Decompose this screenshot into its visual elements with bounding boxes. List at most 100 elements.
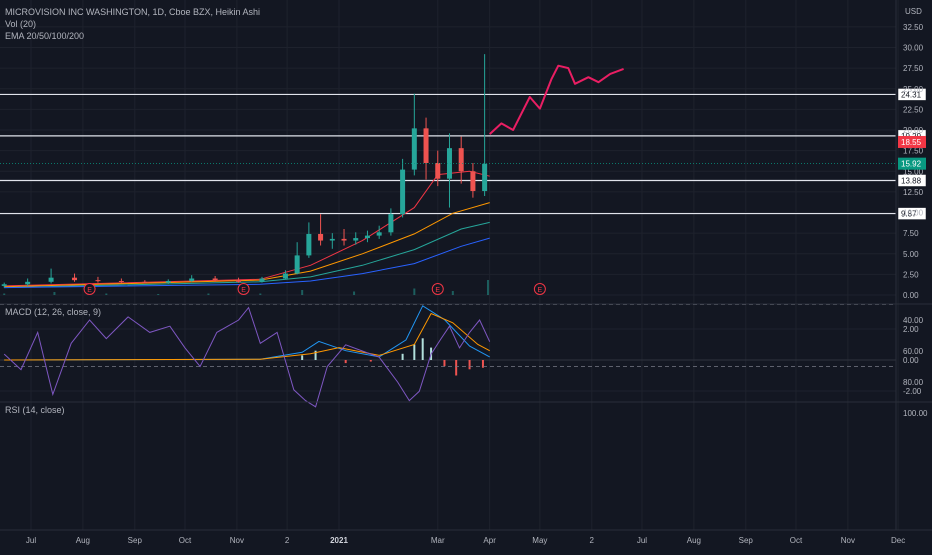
volume-bar [451, 291, 454, 295]
ema-legend[interactable]: EMA 20/50/100/200 [5, 31, 84, 41]
candle-body[interactable] [341, 238, 347, 241]
level-label-box [897, 207, 927, 220]
time-tick-label: Dec [891, 536, 905, 545]
candle-body[interactable] [142, 281, 148, 283]
candle-body[interactable] [72, 277, 78, 281]
earnings-marker[interactable] [237, 283, 250, 295]
candle-body[interactable] [470, 171, 476, 192]
macd-tick-label: 0.00 [903, 356, 919, 365]
macd-histogram-bar [455, 360, 458, 376]
time-tick-label: Mar [431, 536, 445, 545]
candle-body[interactable] [400, 169, 406, 215]
macd-histogram-bar [401, 353, 404, 360]
candle-body[interactable] [435, 163, 441, 179]
rsi-tick-label: 40.00 [903, 316, 924, 325]
price-tick-label: 17.50 [903, 147, 924, 156]
macd-tick-label: -2.00 [903, 387, 922, 396]
candle-body[interactable] [48, 277, 54, 282]
volume-bar [413, 288, 416, 295]
rsi-tick-label: 100.00 [903, 409, 928, 418]
volume-legend[interactable]: Vol (20) [5, 19, 36, 29]
volume-bar [486, 280, 489, 295]
candle-body[interactable] [259, 278, 265, 282]
volume-bar [301, 290, 304, 295]
level-label-box [897, 88, 927, 101]
candle-body[interactable] [306, 233, 312, 256]
earnings-marker[interactable] [431, 283, 444, 295]
earnings-label: E [538, 287, 543, 294]
earnings-label: E [241, 287, 246, 294]
price-tick-label: 12.50 [903, 188, 924, 197]
candle-body[interactable] [458, 148, 464, 172]
macd-histogram-bar [314, 350, 317, 360]
volume-bar [207, 293, 210, 295]
candle-body[interactable] [353, 238, 359, 241]
candle-body[interactable] [388, 214, 394, 233]
candle-body[interactable] [25, 281, 31, 285]
candles[interactable] [1, 54, 488, 288]
candle-body[interactable] [282, 273, 288, 279]
price-badge-box [898, 135, 926, 148]
macd-histogram-bar [443, 360, 446, 367]
time-tick-label: Oct [179, 536, 192, 545]
price-tick-label: 5.00 [903, 250, 919, 259]
ema-line [4, 237, 490, 289]
candle-body[interactable] [318, 233, 324, 241]
ema-line [4, 170, 490, 287]
time-axis[interactable]: Jul Aug Sep Oct Nov 2 2021 Mar Apr May 2 Jul Aug Sep O… [26, 536, 905, 545]
time-tick-label: Nov [841, 536, 855, 545]
candle-body[interactable] [376, 232, 382, 236]
macd-histogram-bar [344, 360, 347, 364]
time-tick-label: 2021 [330, 536, 348, 545]
candle-body[interactable] [294, 255, 300, 274]
level-label: 13.88 [901, 176, 922, 185]
candle-body[interactable] [189, 278, 195, 281]
candle-body[interactable] [1, 284, 7, 286]
candle-body[interactable] [95, 280, 101, 282]
candle-body[interactable] [165, 280, 171, 283]
macd-histogram-bar [369, 360, 372, 362]
price-tick-label: 27.50 [903, 64, 924, 73]
candle-body[interactable] [482, 163, 488, 192]
earnings-marker[interactable] [83, 283, 96, 295]
time-tick-label: May [532, 536, 547, 545]
level-label-box [897, 174, 927, 187]
projection-path[interactable] [489, 64, 624, 135]
candle-body[interactable] [118, 280, 124, 282]
projection-line[interactable] [489, 64, 624, 135]
price-tick-label: 7.50 [903, 229, 919, 238]
candle-body[interactable] [423, 128, 429, 163]
candle-body[interactable] [236, 280, 242, 282]
macd-tick-label: 2.00 [903, 325, 919, 334]
price-badges: 18.55 15.92 [0, 135, 926, 170]
candle-body[interactable] [364, 235, 370, 239]
time-tick-label: Apr [483, 536, 496, 545]
price-badge: 15.92 [901, 160, 922, 169]
rsi-line [3, 306, 491, 408]
volume-bar [259, 293, 262, 295]
volume-bar [105, 293, 108, 295]
volume-bar [353, 291, 356, 295]
level-label: 9.87 [901, 210, 917, 219]
volume-bars [3, 280, 489, 295]
volume-bar [3, 293, 6, 295]
candle-body[interactable] [446, 148, 452, 179]
volume-bar [53, 292, 56, 295]
price-badge-box [898, 157, 926, 170]
macd-legend[interactable]: MACD (12, 26, close, 9) [5, 307, 101, 317]
earnings-marker[interactable] [533, 283, 546, 295]
price-axis[interactable]: 0.00 2.50 5.00 7.50 10.00 12.50 15.00 17.50 20.0… [903, 23, 928, 418]
candle-body[interactable] [411, 128, 417, 170]
candle-body[interactable] [329, 238, 335, 241]
price-tick-label: 2.50 [903, 270, 919, 279]
price-tick-label: 15.00 [903, 167, 924, 176]
rsi-tick-label: 60.00 [903, 347, 924, 356]
symbol-legend[interactable]: MICROVISION INC WASHINGTON, 1D, Cboe BZX… [5, 7, 260, 17]
rsi-legend[interactable]: RSI (14, close) [5, 405, 65, 415]
candle-body[interactable] [212, 278, 218, 281]
time-tick-label: Aug [76, 536, 90, 545]
